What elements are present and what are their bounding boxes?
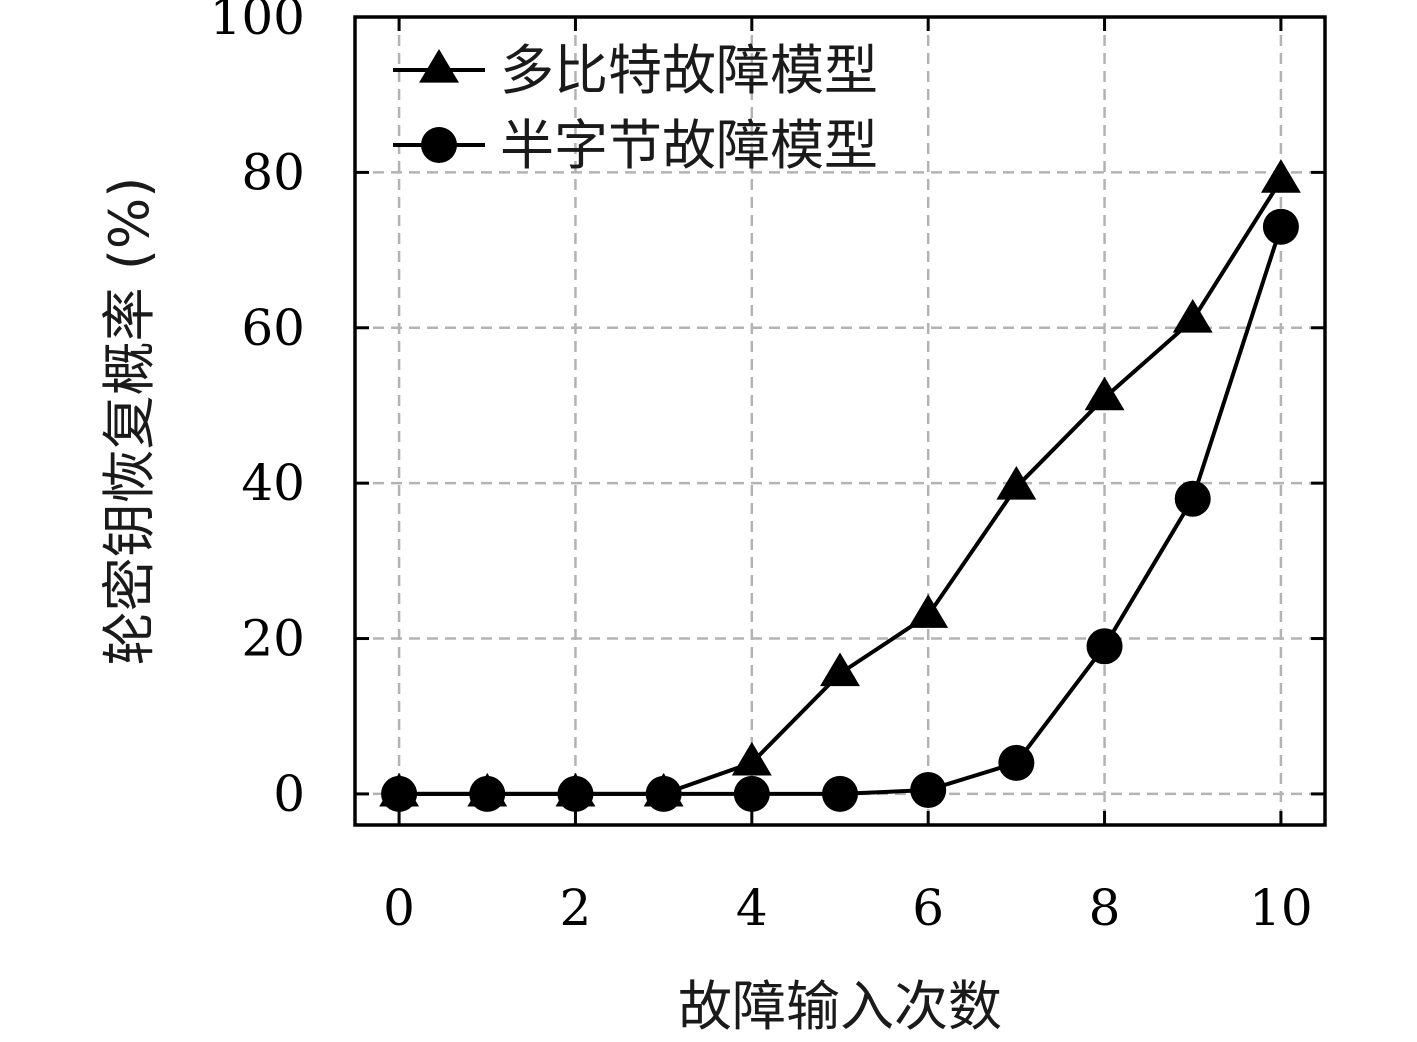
circle-point — [1086, 628, 1123, 665]
x-axis-title: 故障输入次数 — [678, 975, 1002, 1038]
circle-point — [733, 775, 770, 812]
legend-marker — [421, 127, 457, 163]
x-tick-label: 2 — [560, 879, 592, 937]
circle-point — [998, 744, 1035, 781]
x-tick-label: 8 — [1089, 879, 1121, 937]
circle-point — [469, 775, 506, 812]
x-tick-label: 10 — [1249, 879, 1313, 937]
legend-label: 多比特故障模型 — [500, 39, 878, 102]
legend-entry: 多比特故障模型 — [393, 39, 878, 102]
y-tick-label: 60 — [241, 299, 305, 357]
x-tick-label: 4 — [736, 879, 768, 937]
circle-point — [910, 772, 947, 809]
legend-entry: 半字节故障模型 — [393, 114, 878, 177]
series-line — [399, 226, 1283, 796]
grid — [355, 17, 1325, 825]
circle-point — [1262, 208, 1299, 245]
circle-point — [1174, 480, 1211, 517]
triangle-point — [731, 741, 772, 776]
triangle-point — [1084, 376, 1125, 411]
x-tick-label: 0 — [383, 879, 415, 937]
axis-ticks — [355, 15, 1325, 825]
series-layer — [379, 159, 1301, 812]
y-tick-label: 40 — [241, 454, 305, 512]
y-tick-label: 100 — [210, 0, 305, 46]
x-tick-label: 6 — [912, 879, 944, 937]
y-axis-title: 轮密钥恢复概率 (%) — [98, 177, 161, 666]
plot-frame — [353, 15, 1327, 827]
series-line — [399, 179, 1283, 796]
y-tick-label: 20 — [241, 610, 305, 668]
triangle-point — [908, 594, 949, 628]
triangle-point — [1172, 299, 1213, 333]
series-2 — [381, 208, 1299, 812]
circle-point — [645, 775, 682, 812]
triangle-point — [1260, 159, 1301, 193]
legend-marker — [419, 49, 459, 83]
circle-point — [557, 775, 594, 812]
legend-label: 半字节故障模型 — [500, 114, 878, 177]
triangle-point — [820, 652, 860, 687]
circle-point — [381, 775, 418, 812]
y-tick-label: 0 — [273, 765, 305, 823]
y-tick-label: 80 — [241, 143, 305, 201]
circle-point — [822, 775, 858, 812]
triangle-point — [996, 466, 1037, 500]
